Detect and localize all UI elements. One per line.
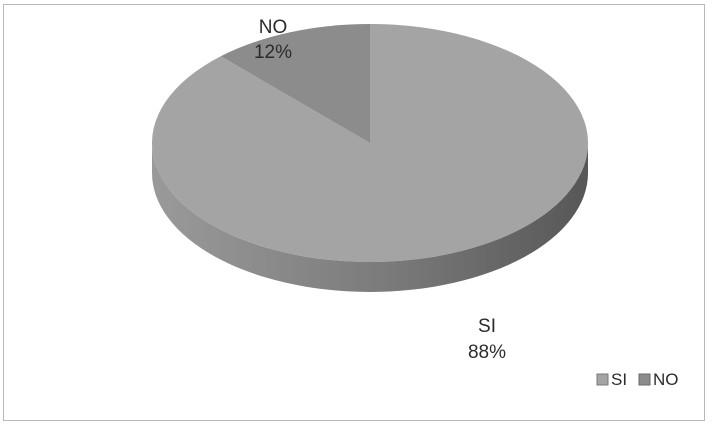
data-label-no-name: NO bbox=[259, 17, 288, 38]
legend-swatch-si bbox=[596, 373, 609, 386]
data-label-si-name: SI bbox=[478, 316, 496, 337]
pie-side-si bbox=[152, 143, 588, 292]
legend: SI NO bbox=[596, 370, 679, 389]
data-label-no-value: 12% bbox=[254, 42, 292, 63]
data-label-si-value: 88% bbox=[468, 342, 506, 363]
legend-label-si: SI bbox=[611, 370, 627, 389]
pie-slice-no bbox=[220, 24, 370, 143]
legend-swatch-no bbox=[638, 373, 651, 386]
pie-slice-si bbox=[151, 24, 588, 262]
pie-group bbox=[151, 24, 588, 292]
legend-label-no: NO bbox=[653, 370, 679, 389]
